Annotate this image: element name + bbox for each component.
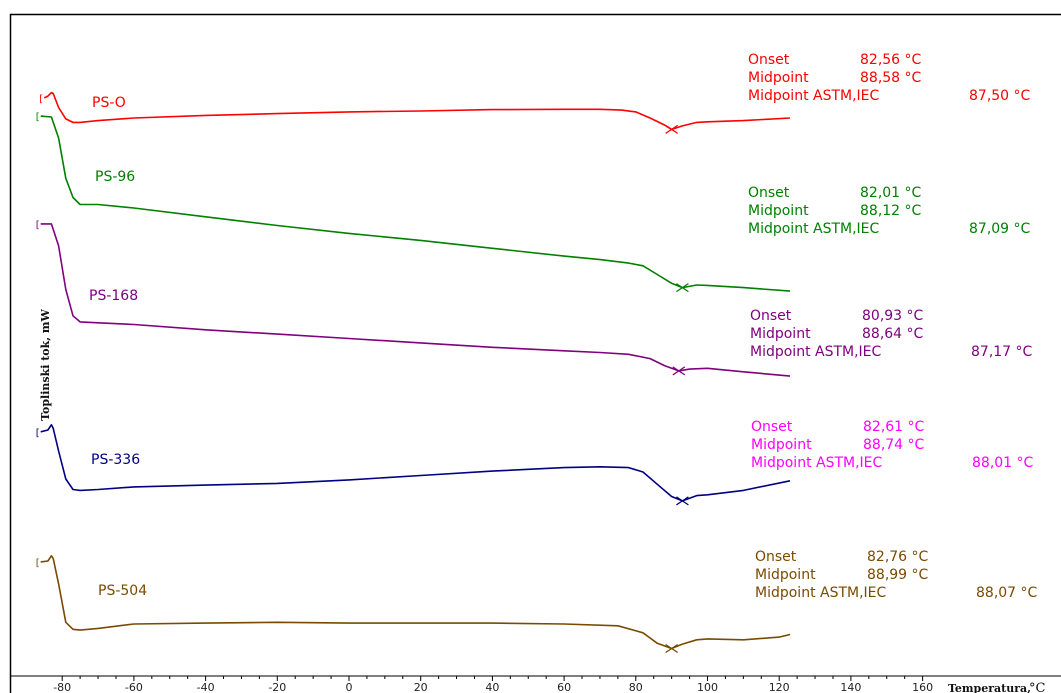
x-tick-label: 100 — [697, 681, 718, 693]
x-tick-label: 40 — [485, 681, 499, 693]
series-label: PS-O — [92, 95, 126, 111]
x-tick-label: 140 — [840, 681, 861, 693]
curve-ps-504 — [40, 554, 791, 650]
series-label: PS-168 — [89, 288, 138, 304]
curve-start-marker: [ — [36, 112, 40, 123]
curve-start-marker: [ — [36, 220, 40, 231]
x-tick-label: -60 — [125, 681, 143, 693]
annotation-value: 88,99 °C — [867, 567, 929, 583]
x-tick-label: 80 — [629, 681, 643, 693]
dsc-curves: [ [ [ [ [ — [36, 91, 791, 654]
annotation-value: 87,09 °C — [969, 221, 1031, 237]
series-labels: PS-O PS-96 PS-168 PS-336 PS-504 — [89, 95, 147, 599]
annotation-value: 80,93 °C — [862, 308, 924, 324]
annotation-value: 87,50 °C — [969, 88, 1031, 104]
annotation-value: 88,07 °C — [976, 585, 1038, 601]
transition-marker — [676, 496, 689, 506]
annotation-value: 88,74 °C — [863, 437, 925, 453]
annotation-value: 88,12 °C — [860, 203, 922, 219]
annotation-value: 88,01 °C — [972, 455, 1034, 471]
curve-ps-336 — [40, 423, 791, 502]
x-tick-label: 160 — [912, 681, 933, 693]
annotation-value: 82,76 °C — [867, 549, 929, 565]
series-label: PS-96 — [95, 169, 135, 185]
transition-marker — [676, 283, 689, 293]
annotation-label: Midpoint — [750, 326, 811, 342]
curve-start-marker: [ — [39, 94, 43, 105]
annotation-value: 82,56 °C — [860, 52, 922, 68]
transition-marker — [665, 124, 679, 134]
annotation-label: Onset — [751, 419, 793, 435]
curve-start-marker: [ — [36, 428, 40, 439]
annotation-value: 88,64 °C — [862, 326, 924, 342]
annotation-label: Midpoint ASTM,IEC — [755, 585, 887, 601]
x-tick-label: 20 — [414, 681, 428, 693]
annotation-label: Midpoint — [751, 437, 812, 453]
annotation-label: Midpoint ASTM,IEC — [750, 344, 882, 360]
curve-ps-o — [43, 91, 791, 131]
x-tick-label: 60 — [557, 681, 571, 693]
x-tick-label: 120 — [769, 681, 790, 693]
x-tick-label: -40 — [197, 681, 215, 693]
x-tick-label: -20 — [268, 681, 286, 693]
x-tick-label: -80 — [53, 681, 71, 693]
y-axis-label: Toplinski tok, mW — [39, 308, 52, 420]
curve-start-marker: [ — [36, 558, 40, 569]
x-tick-label: 0 — [346, 681, 353, 693]
transition-annotations: Onset 82,56 °C Midpoint 88,58 °C Midpoint AS… — [748, 52, 1038, 601]
annotation-label: Midpoint ASTM,IEC — [748, 88, 880, 104]
annotation-value: 88,58 °C — [860, 70, 922, 86]
series-label: PS-336 — [91, 452, 140, 468]
annotation-label: Midpoint — [755, 567, 816, 583]
annotation-label: Onset — [750, 308, 792, 324]
x-axis-unit: °C — [1029, 681, 1046, 693]
annotation-label: Onset — [755, 549, 797, 565]
annotation-label: Midpoint — [748, 70, 809, 86]
annotation-label: Midpoint ASTM,IEC — [751, 455, 883, 471]
curve-ps-96 — [40, 115, 791, 292]
plot-frame — [9, 13, 1061, 693]
series-label: PS-504 — [98, 583, 147, 599]
annotation-label: Midpoint ASTM,IEC — [748, 221, 880, 237]
annotation-label: Midpoint — [748, 203, 809, 219]
annotation-value: 82,61 °C — [863, 419, 925, 435]
annotation-label: Onset — [748, 52, 790, 68]
annotation-value: 87,17 °C — [971, 344, 1033, 360]
annotation-value: 82,01 °C — [860, 185, 922, 201]
annotation-label: Onset — [748, 185, 790, 201]
x-axis-ticks: -80 -60 -40 -20 0 20 40 60 80 100 120 140 160 — [53, 676, 933, 693]
curve-ps-168 — [40, 223, 791, 377]
x-axis-label: Temperatura, — [948, 682, 1031, 693]
transition-marker — [672, 366, 686, 376]
transition-marker — [665, 643, 679, 654]
